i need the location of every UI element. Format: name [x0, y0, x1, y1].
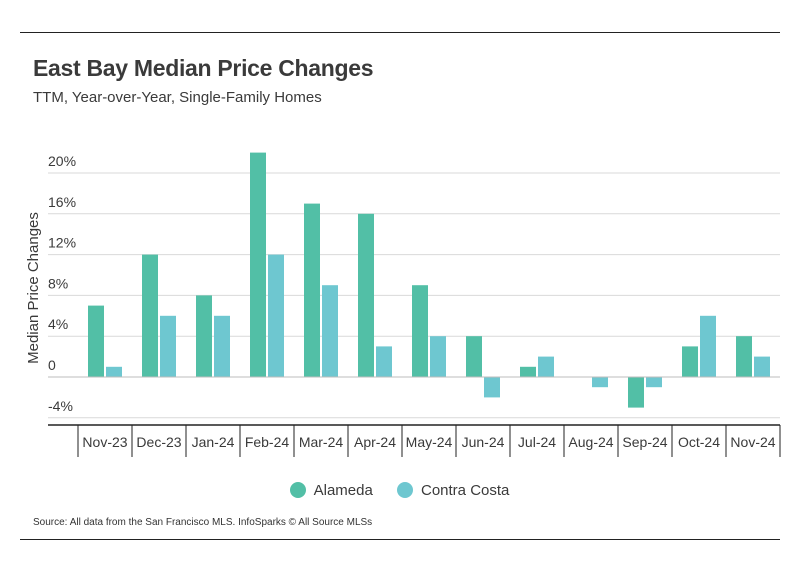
bar-alameda-nov-24 [736, 336, 752, 377]
y-tick-label: 0 [48, 357, 56, 373]
y-axis-label: Median Price Changes [25, 212, 42, 364]
y-tick-label: 4% [48, 316, 68, 332]
bar-alameda-dec-23 [142, 254, 158, 377]
bottom-rule [20, 539, 780, 540]
x-tick-label: Jul-24 [518, 434, 556, 450]
y-tick-label: -4% [48, 398, 73, 414]
bar-alameda-jul-24 [520, 366, 536, 377]
chart-title: East Bay Median Price Changes [33, 55, 374, 81]
x-tick-label: Jun-24 [462, 434, 505, 450]
y-tick-label: 12% [48, 235, 76, 251]
bar-contra-costa-nov-24 [754, 356, 770, 377]
bar-chart: Median Price Changes -4% 0 4% 8% 12% 16% 20% N… [25, 152, 781, 457]
source-note: Source: All data from the San Francisco … [33, 517, 373, 528]
x-tick-label: Oct-24 [678, 434, 720, 450]
bar-alameda-mar-24 [304, 203, 320, 377]
bar-alameda-nov-23 [88, 305, 104, 377]
bar-alameda-jun-24 [466, 336, 482, 377]
bar-contra-costa-dec-23 [160, 315, 176, 377]
x-tick-label: May-24 [406, 434, 453, 450]
x-tick-label: Mar-24 [299, 434, 344, 450]
bar-alameda-oct-24 [682, 346, 698, 377]
x-tick-label: Aug-24 [568, 434, 613, 450]
top-rule [20, 32, 780, 33]
x-tick-label: Sep-24 [622, 434, 667, 450]
bar-contra-costa-jan-24 [214, 315, 230, 377]
y-tick-label: 8% [48, 275, 68, 291]
bar-alameda-apr-24 [358, 213, 374, 377]
legend-item-contra-costa[interactable]: Contra Costa [397, 482, 509, 499]
bar-contra-costa-jul-24 [538, 356, 554, 377]
legend-swatch-contra-costa [397, 482, 413, 498]
legend-swatch-alameda [289, 482, 306, 498]
x-tick-label: Dec-23 [136, 434, 181, 450]
bar-alameda-may-24 [412, 285, 428, 377]
legend-label-contra-costa: Contra Costa [421, 482, 510, 499]
chart-subtitle: TTM, Year-over-Year, Single-Family Homes [33, 89, 322, 106]
y-tick-label: 16% [48, 194, 76, 210]
bar-contra-costa-sep-24 [646, 377, 662, 388]
bar-contra-costa-apr-24 [376, 346, 392, 377]
bar-alameda-jan-24 [196, 295, 212, 377]
legend-item-alameda[interactable]: Alameda [289, 482, 373, 499]
bar-contra-costa-aug-24 [592, 377, 608, 388]
bar-contra-costa-mar-24 [322, 285, 338, 377]
bar-alameda-feb-24 [250, 152, 266, 377]
bar-contra-costa-jun-24 [484, 377, 500, 398]
bar-contra-costa-may-24 [430, 336, 446, 377]
bar-alameda-sep-24 [628, 377, 644, 408]
legend-label-alameda: Alameda [313, 482, 373, 499]
legend: Alameda Contra Costa [0, 482, 799, 499]
bar-contra-costa-nov-23 [106, 366, 122, 377]
x-tick-label: Jan-24 [192, 434, 235, 450]
x-axis: Nov-23 Dec-23 Jan-24 Feb-24 Mar-24 Apr-24 May-… [48, 376, 781, 457]
x-tick-label: Feb-24 [245, 434, 290, 450]
bars [88, 152, 770, 408]
y-tick-labels: -4% 0 4% 8% 12% 16% 20% [48, 153, 76, 414]
x-tick-label: Apr-24 [354, 434, 396, 450]
bar-contra-costa-feb-24 [268, 254, 284, 377]
bar-contra-costa-oct-24 [700, 315, 716, 377]
x-tick-label: Nov-23 [82, 434, 127, 450]
y-tick-label: 20% [48, 153, 76, 169]
x-tick-label: Nov-24 [730, 434, 775, 450]
